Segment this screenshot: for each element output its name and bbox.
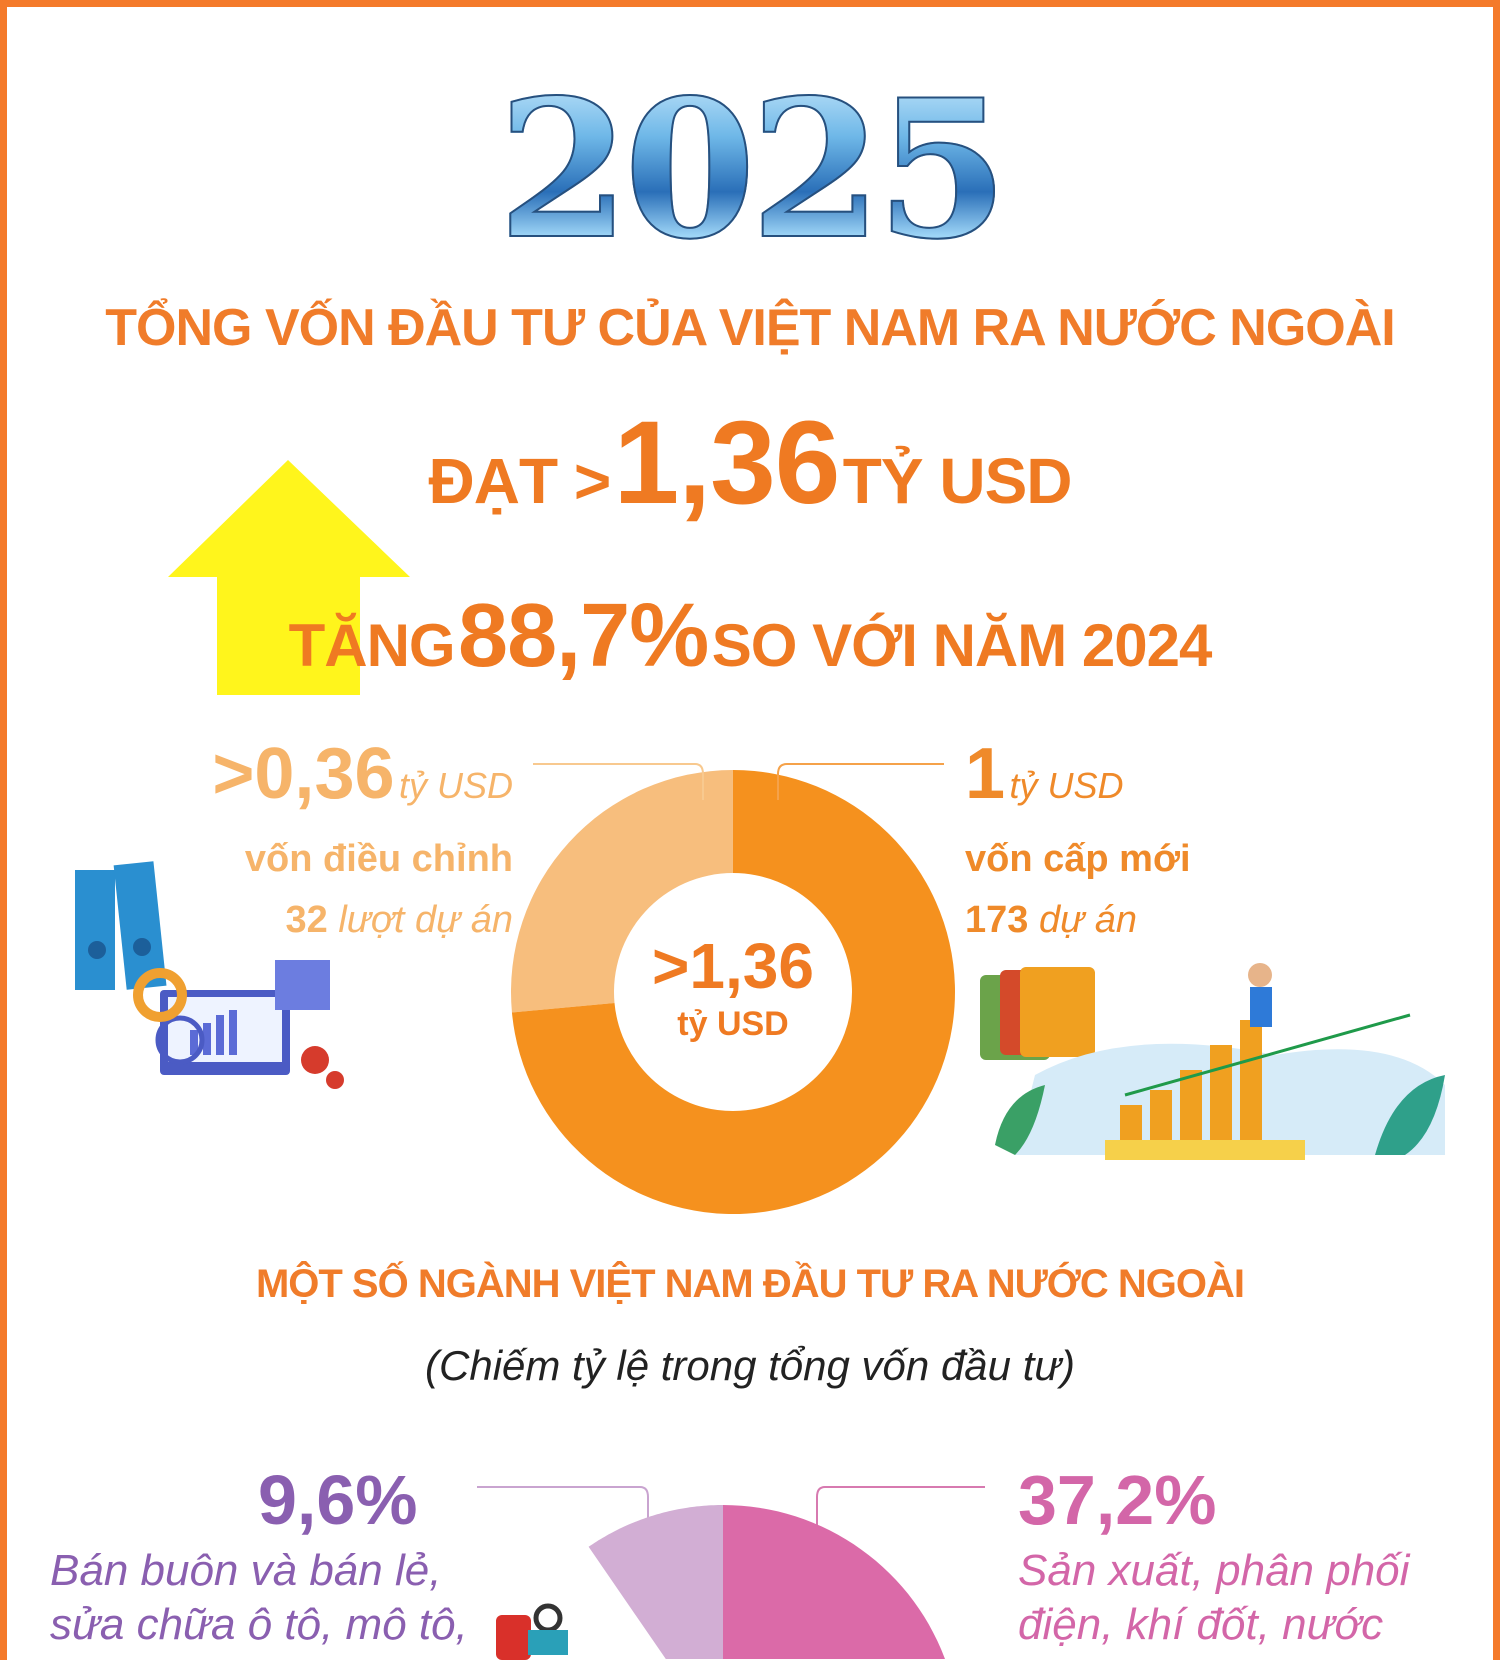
leader-line-new: [777, 763, 944, 800]
main-title: TỔNG VỐN ĐẦU TƯ CỦA VIỆT NAM RA NƯỚC NGO…: [105, 299, 1395, 357]
scooter-icon: [496, 1603, 568, 1660]
total-amount: ĐẠT > 1,36 TỶ USD: [428, 397, 1073, 529]
growth-value: 88,7%: [458, 586, 709, 686]
donut-center: >1,36 tỷ USD: [652, 930, 814, 1043]
leader-line-adjusted: [533, 763, 704, 800]
leader-line-retail: [477, 1486, 649, 1525]
up-arrow-icon: [168, 460, 410, 695]
sector-energy: 37,2% Sản xuất, phân phối điện, khí đốt,…: [1018, 1461, 1410, 1649]
adjusted-capital-label: >0,36 tỷ USD vốn điều chỉnh 32 lượt dự á…: [212, 734, 513, 941]
pie-slice-energy: [723, 1505, 945, 1659]
donut-slice-new: [511, 770, 956, 1214]
data-analysis-illustration: [75, 861, 344, 1089]
sectors-title: MỘT SỐ NGÀNH VIỆT NAM ĐẦU TƯ RA NƯỚC NGO…: [255, 1262, 1245, 1306]
leader-line-energy: [816, 1486, 985, 1525]
new-capital-label: 1 tỷ USD vốn cấp mới 173 dự án: [965, 734, 1191, 941]
pie-slice-retail: [588, 1505, 723, 1659]
donut-slice-adjusted: [510, 770, 733, 1013]
total-value: 1,36: [613, 397, 841, 529]
investment-growth-illustration: [980, 963, 1445, 1160]
sectors-subtitle: (Chiếm tỷ lệ trong tổng vốn đầu tư): [425, 1342, 1075, 1389]
year-heading: 2025: [0, 57, 1500, 282]
sector-retail: 9,6% Bán buôn và bán lẻ, sửa chữa ô tô, …: [50, 1461, 468, 1649]
growth-line: TĂNG 88,7% SO VỚI NĂM 2024: [288, 586, 1213, 686]
